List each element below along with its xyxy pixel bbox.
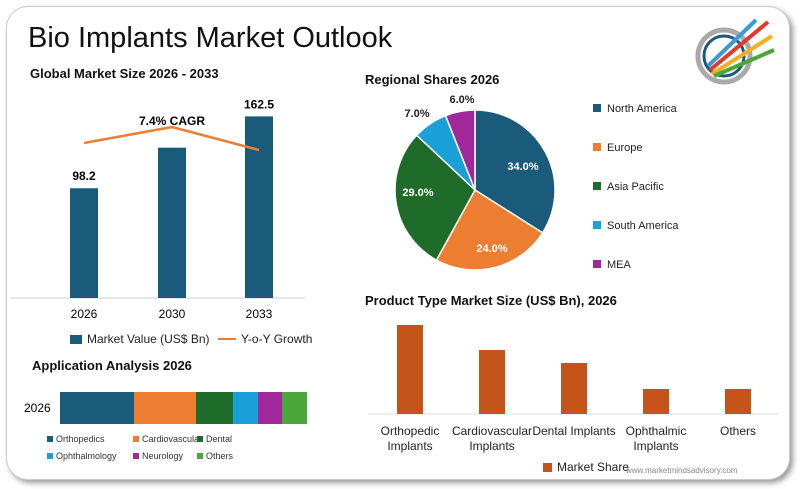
slice-label: 7.0% [404,108,429,120]
bar-ophthalmic-implants [643,389,669,414]
market-size-chart: 2026 98.2 2030 2033 162.5 7.4% CAGR [10,97,305,321]
x-tick-label: 2026 [71,307,98,321]
legend-market-value: Market Value (US$ Bn) [70,332,210,346]
legend-label: South America [607,220,679,232]
legend-swatch [593,104,601,112]
x-tick-label: Orthopedic [381,424,440,438]
x-tick-label: Implants [387,439,432,453]
legend-swatch [593,260,601,268]
legend-label: Market Value (US$ Bn) [87,332,210,346]
legend-swatch [593,221,601,229]
segment-cardiovascular [134,392,196,424]
regional-title: Regional Shares 2026 [365,72,500,87]
legend-others: Others [197,451,233,461]
legend-cardiovascular: Cardiovascular [133,434,202,444]
bar-dental-implants [561,363,587,414]
legend-label: Y-o-Y Growth [241,332,313,346]
bar-2033 [245,116,273,298]
legend-label: Cardiovascular [142,434,203,444]
x-tick-label: 2030 [159,307,186,321]
pie-slice-mea [444,109,476,191]
legend-ophthalmology: Ophthalmology [47,451,117,461]
x-tick-label: Ophthalmic [626,424,687,438]
slice-label: 34.0% [507,161,538,173]
legend-label: Dental [206,434,233,444]
segment-ophthalmology [232,392,258,424]
bar-orthopedic-implants [397,325,423,414]
x-tick-label: Others [720,424,756,438]
yoy-growth-line [83,125,260,152]
legend-swatch [593,182,601,190]
bar-others [725,389,751,414]
x-tick-label: Implants [633,439,678,453]
segment-orthopedics [60,392,135,424]
x-tick-label: Implants [469,439,514,453]
legend-label: Ophthalmology [56,451,117,461]
slice-label: 6.0% [449,94,474,106]
regional-pie-chart: 34.0% North America 24.0% Europe 29.0% Asia P… [394,94,679,271]
legend-label: North America [607,103,678,115]
bar-cardiovascular-implants [479,350,505,414]
data-label: 162.5 [244,97,274,111]
logo-icon [695,18,775,85]
legend-label: Others [206,451,234,461]
legend-swatch [593,143,601,151]
pie-slice-asia-pacific [394,134,476,262]
segment-dental [195,392,233,424]
legend-market-share: Market Share [543,460,629,474]
legend-label: Neurology [142,451,184,461]
segment-others [282,392,307,424]
bar-2030 [158,147,186,298]
x-tick-label: 2033 [246,307,273,321]
slice-label: 29.0% [402,187,433,199]
legend-neurology: Neurology [133,451,183,461]
legend-label: Orthopedics [56,434,105,444]
data-label: 98.2 [72,169,96,183]
segment-neurology [257,392,283,424]
market-size-title: Global Market Size 2026 - 2033 [30,66,219,81]
pie-slice-europe [435,188,544,271]
legend-label: MEA [607,259,632,271]
legend-dental: Dental [197,434,232,444]
legend-label: Market Share [557,460,630,474]
application-category: 2026 [24,401,51,415]
website: www.marketmindsadvisory.com [626,466,738,475]
legend-orthopedics: Orthopedics [47,434,105,444]
product-bar-chart: OrthopedicImplantsCardiovascularImplants… [368,325,778,453]
application-title: Application Analysis 2026 [32,358,192,373]
x-tick-label: Cardiovascular [452,424,532,438]
legend-label: Asia Pacific [607,181,664,193]
slice-label: 24.0% [476,243,507,255]
legend-yoy: Y-o-Y Growth [218,332,312,346]
legend-label: Europe [607,142,642,154]
cagr-annotation: 7.4% CAGR [139,114,205,128]
x-tick-label: Dental Implants [532,424,615,438]
application-stacked-bar [60,392,307,424]
product-title: Product Type Market Size (US$ Bn), 2026 [365,293,617,308]
page-title: Bio Implants Market Outlook [28,22,393,54]
bar-2026 [70,188,98,298]
